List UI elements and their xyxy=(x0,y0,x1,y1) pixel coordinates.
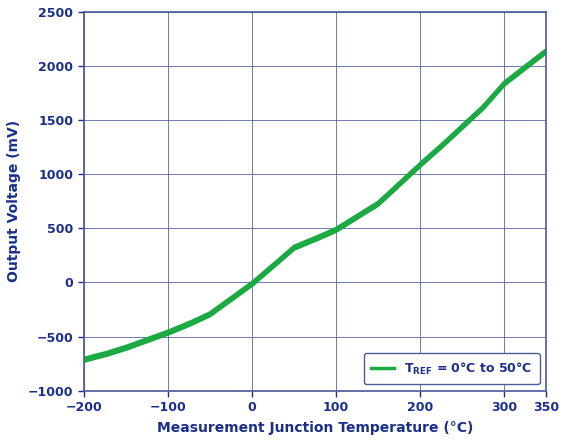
Y-axis label: Output Voltage (mV): Output Voltage (mV) xyxy=(7,120,21,282)
X-axis label: Measurement Junction Temperature (°C): Measurement Junction Temperature (°C) xyxy=(157,421,473,435)
Legend: $\mathregular{T_{REF}}$ = 0°C to 50°C: $\mathregular{T_{REF}}$ = 0°C to 50°C xyxy=(364,353,540,385)
